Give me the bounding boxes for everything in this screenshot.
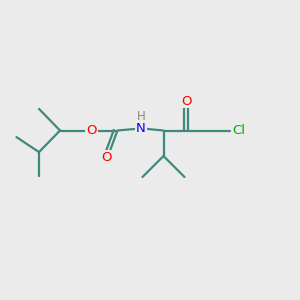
Text: N: N — [136, 122, 146, 136]
Text: H: H — [136, 110, 146, 123]
Text: O: O — [101, 151, 112, 164]
Text: Cl: Cl — [232, 124, 246, 137]
Text: O: O — [181, 94, 191, 108]
Text: O: O — [86, 124, 97, 137]
